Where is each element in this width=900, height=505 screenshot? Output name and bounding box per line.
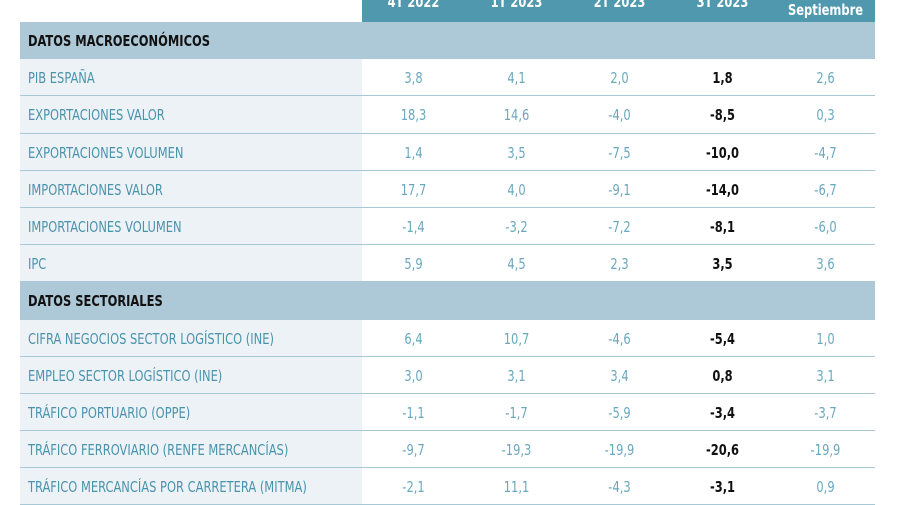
value-cell: -4,7: [814, 143, 837, 162]
value-cell: -10,0: [705, 143, 740, 162]
table-row: TRÁFICO FERROVIARIO (RENFE MERCANCÍAS) -9…: [20, 431, 875, 469]
value-cell: 3,5: [507, 143, 526, 162]
row-label-cell: IMPORTACIONES VALOR: [20, 170, 362, 207]
value-cell: 1,4: [404, 143, 423, 162]
row-label: PIB ESPAÑA: [28, 69, 95, 88]
row-label: TRÁFICO FERROVIARIO (RENFE MERCANCÍAS): [28, 441, 289, 460]
table-row: TRÁFICO MERCANCÍAS POR CARRETERA (MITMA)…: [20, 468, 875, 505]
table-row: EXPORTACIONES VALOR 18,3 14,6 -4,0 -8,5 0,3: [20, 96, 875, 134]
row-label: IPC: [28, 255, 47, 274]
table-row: IMPORTACIONES VOLUMEN -1,4 -3,2 -7,2 -8,1 -6,…: [20, 207, 875, 246]
value-cell: 18,3: [400, 106, 427, 125]
table-row: EMPLEO SECTOR LOGÍSTICO (INE) 3,0 3,1 3,4 0,…: [20, 356, 875, 394]
section-header: DATOS SECTORIALES: [20, 282, 875, 320]
value-cell: -3,1: [709, 478, 736, 497]
value-cell: -1,1: [402, 403, 425, 422]
value-cell: -9,7: [402, 441, 425, 460]
value-cell: 4,5: [507, 255, 526, 274]
value-cell: -4,3: [608, 478, 631, 497]
value-cell: -4,0: [608, 106, 631, 125]
column-header: 3T 2023: [696, 0, 749, 11]
row-label: CIFRA NEGOCIOS SECTOR LOGÍSTICO (INE): [28, 329, 274, 348]
value-cell: -6,0: [814, 217, 837, 236]
value-cell: 3,4: [610, 366, 629, 385]
section-title: DATOS MACROECONÓMICOS: [28, 32, 211, 50]
value-cell: -1,7: [505, 403, 528, 422]
value-cell: 0,8: [712, 366, 733, 385]
row-label: IMPORTACIONES VALOR: [28, 180, 163, 199]
value-cell: -4,6: [608, 329, 631, 348]
value-cell: -6,7: [814, 180, 837, 199]
value-cell: 4,1: [507, 69, 526, 88]
value-cell: 2,6: [816, 69, 835, 88]
value-cell: 10,7: [503, 329, 530, 348]
row-label-cell: IPC: [20, 245, 362, 282]
value-cell: -19,9: [810, 441, 841, 460]
value-cell: -2,1: [402, 478, 425, 497]
column-header: 2T 2023: [593, 0, 646, 11]
table-row: IPC 5,9 4,5 2,3 3,5 3,6: [20, 245, 875, 283]
value-cell: 14,6: [503, 106, 530, 125]
column-header: EneroSeptiembre: [787, 0, 864, 19]
value-cell: -5,9: [608, 403, 631, 422]
row-label: EXPORTACIONES VALOR: [28, 106, 165, 125]
value-cell: 1,0: [816, 329, 835, 348]
value-cell: -7,2: [608, 217, 631, 236]
value-cell: 17,7: [400, 180, 427, 199]
value-cell: 3,6: [816, 255, 835, 274]
row-label-cell: EXPORTACIONES VALOR: [20, 96, 362, 133]
row-label-cell: TRÁFICO MERCANCÍAS POR CARRETERA (MITMA): [20, 468, 362, 505]
section-title: DATOS SECTORIALES: [28, 292, 163, 311]
table-row: IMPORTACIONES VALOR 17,7 4,0 -9,1 -14,0 -6,7: [20, 170, 875, 208]
value-cell: 11,1: [503, 478, 530, 497]
row-label-cell: TRÁFICO FERROVIARIO (RENFE MERCANCÍAS): [20, 431, 362, 468]
value-cell: 4,0: [507, 180, 526, 199]
value-cell: -8,5: [709, 106, 736, 125]
row-label: EMPLEO SECTOR LOGÍSTICO (INE): [28, 366, 223, 385]
value-cell: 1,8: [712, 69, 733, 88]
value-cell: 3,1: [816, 366, 835, 385]
value-cell: 0,9: [816, 478, 835, 497]
table-row: CIFRA NEGOCIOS SECTOR LOGÍSTICO (INE) 6,4…: [20, 319, 875, 357]
value-cell: 3,5: [712, 255, 733, 274]
value-cell: -19,9: [604, 441, 635, 460]
row-label-cell: TRÁFICO PORTUARIO (OPPE): [20, 393, 362, 431]
value-cell: -8,1: [709, 217, 736, 236]
column-header-bar: 4T 2022 1T 2023 2T 2023 3T 2023 EneroSeptiem…: [362, 0, 875, 22]
table-row: EXPORTACIONES VOLUMEN 1,4 3,5 -7,5 -10,0 -4,7: [20, 133, 875, 171]
column-header: 4T 2022: [387, 0, 440, 11]
value-cell: 2,3: [610, 255, 629, 274]
value-cell: -20,6: [705, 441, 740, 460]
value-cell: 3,8: [404, 69, 423, 88]
row-label: TRÁFICO PORTUARIO (OPPE): [28, 403, 191, 422]
column-header: 1T 2023: [490, 0, 543, 11]
value-cell: 3,1: [507, 366, 526, 385]
table-row: PIB ESPAÑA 3,8 4,1 2,0 1,8 2,6: [20, 59, 875, 97]
value-cell: -3,4: [709, 403, 736, 422]
value-cell: -3,2: [505, 217, 528, 236]
value-cell: -9,1: [608, 180, 631, 199]
section-header: DATOS MACROECONÓMICOS: [20, 22, 875, 60]
value-cell: -1,4: [402, 217, 425, 236]
row-label: TRÁFICO MERCANCÍAS POR CARRETERA (MITMA): [28, 478, 307, 497]
value-cell: 3,0: [404, 366, 423, 385]
row-label-cell: EXPORTACIONES VOLUMEN: [20, 133, 362, 170]
value-cell: 6,4: [404, 329, 423, 348]
data-table: DATOS MACROECONÓMICOS PIB ESPAÑA 3,8 4,1 2,0…: [20, 22, 875, 505]
row-label: EXPORTACIONES VOLUMEN: [28, 143, 184, 162]
value-cell: 0,3: [816, 106, 835, 125]
value-cell: -19,3: [501, 441, 532, 460]
row-label: IMPORTACIONES VOLUMEN: [28, 217, 182, 236]
value-cell: -5,4: [709, 329, 736, 348]
value-cell: 5,9: [404, 255, 423, 274]
row-label-cell: IMPORTACIONES VOLUMEN: [20, 207, 362, 245]
value-cell: 2,0: [610, 69, 629, 88]
row-label-cell: CIFRA NEGOCIOS SECTOR LOGÍSTICO (INE): [20, 319, 362, 356]
value-cell: -14,0: [705, 180, 740, 199]
value-cell: -3,7: [814, 403, 837, 422]
value-cell: -7,5: [608, 143, 631, 162]
table-row: TRÁFICO PORTUARIO (OPPE) -1,1 -1,7 -5,9 -3,4…: [20, 393, 875, 432]
row-label-cell: EMPLEO SECTOR LOGÍSTICO (INE): [20, 356, 362, 393]
row-label-cell: PIB ESPAÑA: [20, 59, 362, 96]
